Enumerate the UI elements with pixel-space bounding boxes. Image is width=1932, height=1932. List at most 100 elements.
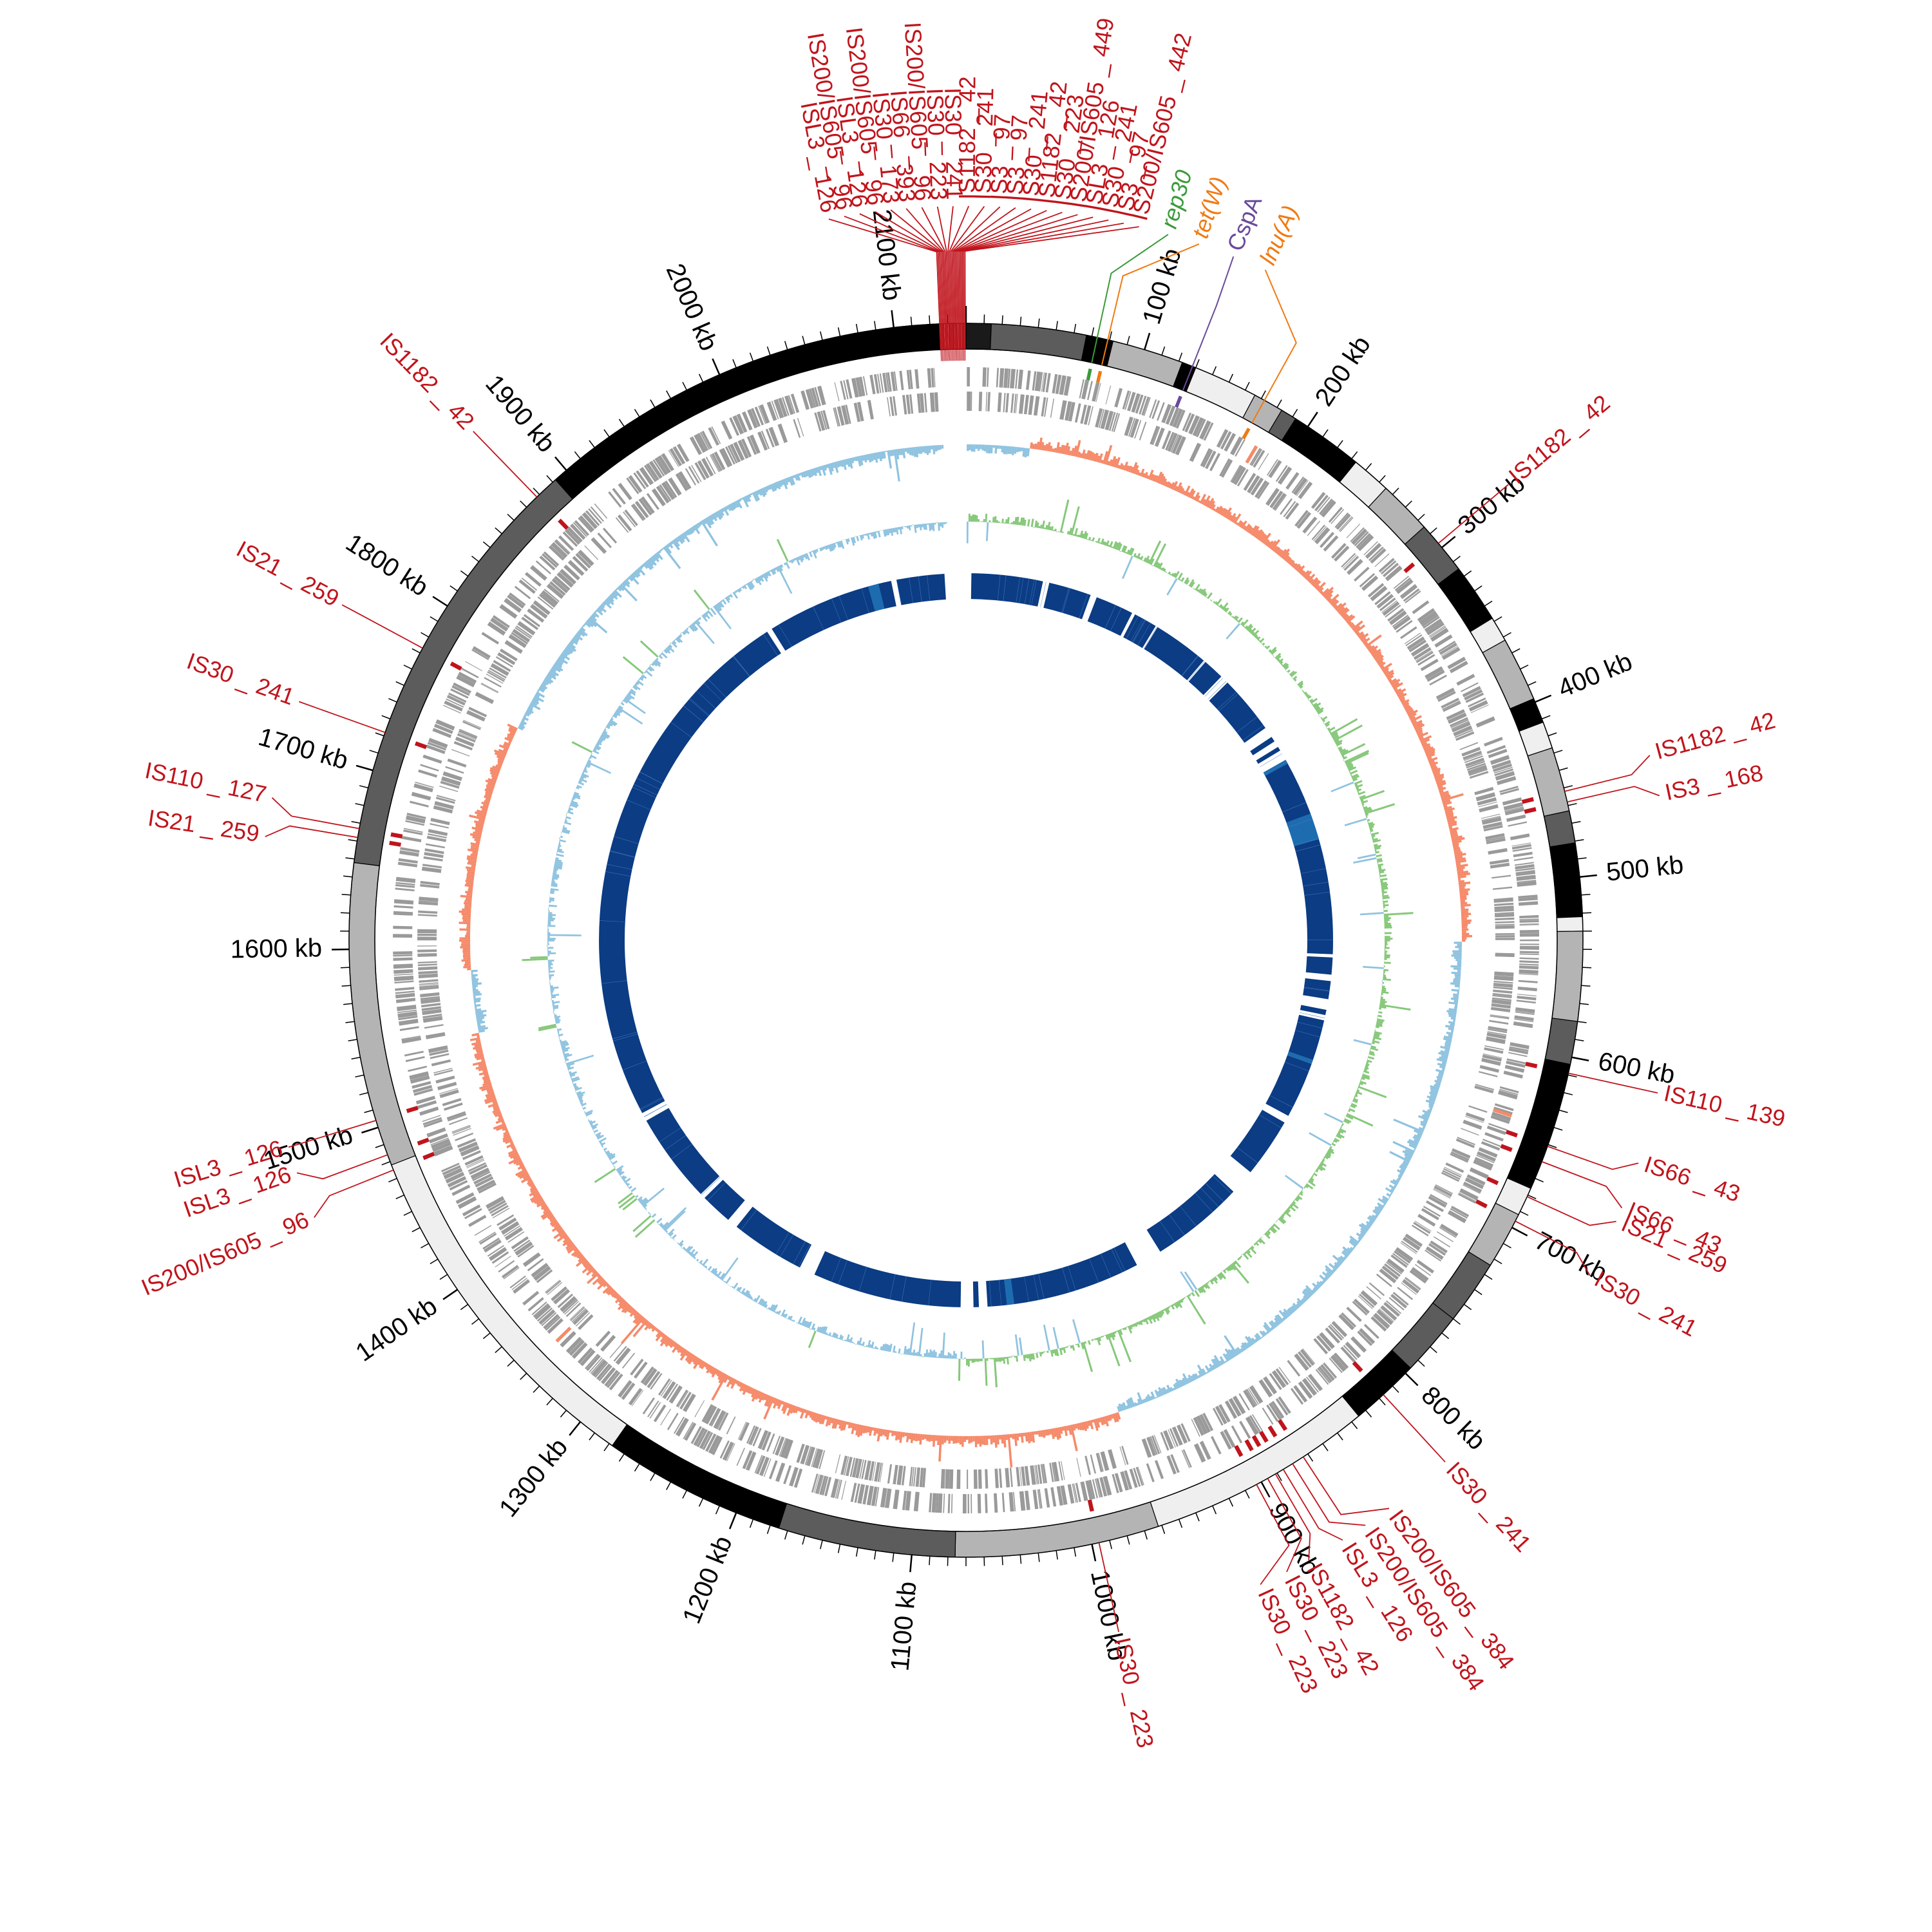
cds-feature [1503, 1070, 1523, 1079]
gc-skew-bar [820, 1326, 824, 1334]
gc-skew-bar [976, 515, 978, 522]
gc-skew-bar [1027, 519, 1030, 527]
gc-skew-bar [1088, 1340, 1091, 1345]
gc-content-bar [1299, 569, 1304, 575]
gc-content-bar [1036, 441, 1040, 450]
cds-feature [1010, 393, 1014, 413]
gc-content-bar [829, 462, 834, 472]
gc-skew-bar [770, 569, 775, 575]
cds-feature [533, 1265, 551, 1281]
cds-feature [1435, 687, 1455, 700]
gc-skew-bar [996, 520, 998, 523]
blast-hit [986, 1242, 1137, 1307]
gc-content-bar [1349, 1247, 1354, 1251]
cds-feature [1495, 938, 1515, 940]
cds-feature [428, 829, 448, 837]
cds-feature [1085, 1480, 1094, 1501]
cds-feature [417, 949, 437, 952]
gc-skew-bar [806, 1321, 810, 1328]
gc-skew-bar [1106, 540, 1110, 547]
gc-skew-bar [729, 594, 734, 598]
cds-feature [677, 443, 690, 462]
gc-skew-bar [551, 880, 556, 884]
gc-skew-bar [1311, 703, 1314, 706]
gc-skew-bar [886, 529, 890, 536]
gc-content-bar [782, 478, 788, 489]
gc-skew-bar [764, 1304, 768, 1309]
gc-skew-bar [1110, 1332, 1115, 1341]
cds-feature [1519, 969, 1539, 974]
cds-feature [1291, 477, 1305, 493]
gc-content-bar [1365, 1224, 1371, 1229]
gc-skew-bar [1327, 727, 1331, 730]
gc-skew-bar [701, 614, 708, 622]
gc-content-bar [618, 1299, 625, 1307]
blast-line [1016, 577, 1020, 603]
gc-content-bar [1448, 1001, 1458, 1005]
scale-tick [1276, 1472, 1282, 1481]
gc-content-bar [466, 857, 477, 862]
cds-feature [851, 1458, 859, 1478]
blast-hit-light [1004, 1278, 1015, 1305]
gc-content-bar [1450, 997, 1459, 1001]
scale-tick [1405, 500, 1412, 508]
gc-content-bar [1020, 1433, 1024, 1443]
scale-tick [450, 585, 458, 592]
cds-feature [793, 1468, 803, 1488]
cds-feature [1484, 1045, 1504, 1050]
cds-feature [1378, 558, 1395, 573]
gc-content-bar [1316, 1281, 1323, 1287]
cds-feature [1278, 466, 1293, 485]
gc-content-bar [1341, 613, 1348, 619]
cds-feature [780, 1438, 790, 1458]
gc-skew-bar [851, 537, 855, 546]
gc-content-bar [1443, 801, 1452, 806]
scale-tick [471, 1318, 480, 1325]
cds-feature [570, 1307, 585, 1321]
cds-feature [450, 688, 469, 699]
gc-content-bar [804, 470, 809, 477]
cds-feature [1459, 1192, 1477, 1202]
cds-feature [431, 1139, 450, 1149]
gc-skew-bar [1365, 1065, 1368, 1068]
gc-skew-bar [1292, 1200, 1296, 1205]
gc-skew-bar [858, 1337, 862, 1345]
cds-feature [750, 408, 761, 427]
gc-skew-bar [1343, 759, 1345, 762]
gc-content-bar [1242, 525, 1247, 530]
gc-content-bar [1379, 661, 1386, 668]
gc-content-bar [1197, 500, 1201, 503]
gc-skew-bar [557, 846, 560, 849]
cds-feature [607, 1372, 621, 1388]
cds-feature [435, 719, 455, 731]
scale-tick [1417, 513, 1425, 521]
gc-content-bar [475, 1008, 482, 1012]
scale-tick [1091, 327, 1095, 337]
gc-skew-bar [1376, 854, 1382, 858]
gc-content-bar [799, 1408, 804, 1413]
gc-skew-bar [550, 889, 555, 893]
gc-skew-bar [1316, 1168, 1319, 1171]
gc-skew-bar [559, 1038, 560, 1040]
cds-feature [1151, 400, 1160, 419]
cds-feature [1486, 838, 1506, 844]
cds-feature [1441, 647, 1461, 660]
gc-skew-bar [894, 1351, 897, 1353]
cds-feature [1368, 546, 1384, 562]
gc-skew-bar [550, 989, 554, 991]
gc-content-bar [465, 891, 473, 894]
gc-skew-bar [915, 524, 918, 529]
cds-feature [1405, 590, 1421, 603]
cds-feature [1338, 516, 1352, 531]
cds-feature [1294, 1353, 1309, 1371]
cds-feature [1490, 1015, 1510, 1019]
gc-skew-bar [899, 526, 902, 535]
gc-skew-bar [558, 842, 561, 846]
gc-content-bar [1222, 509, 1229, 517]
cds-feature [1447, 656, 1466, 670]
cds-feature [585, 1354, 599, 1370]
gc-content-bar [711, 1374, 728, 1401]
cds-feature [1015, 369, 1019, 389]
cds-feature [1459, 742, 1479, 750]
gc-content-bar [1417, 732, 1423, 736]
